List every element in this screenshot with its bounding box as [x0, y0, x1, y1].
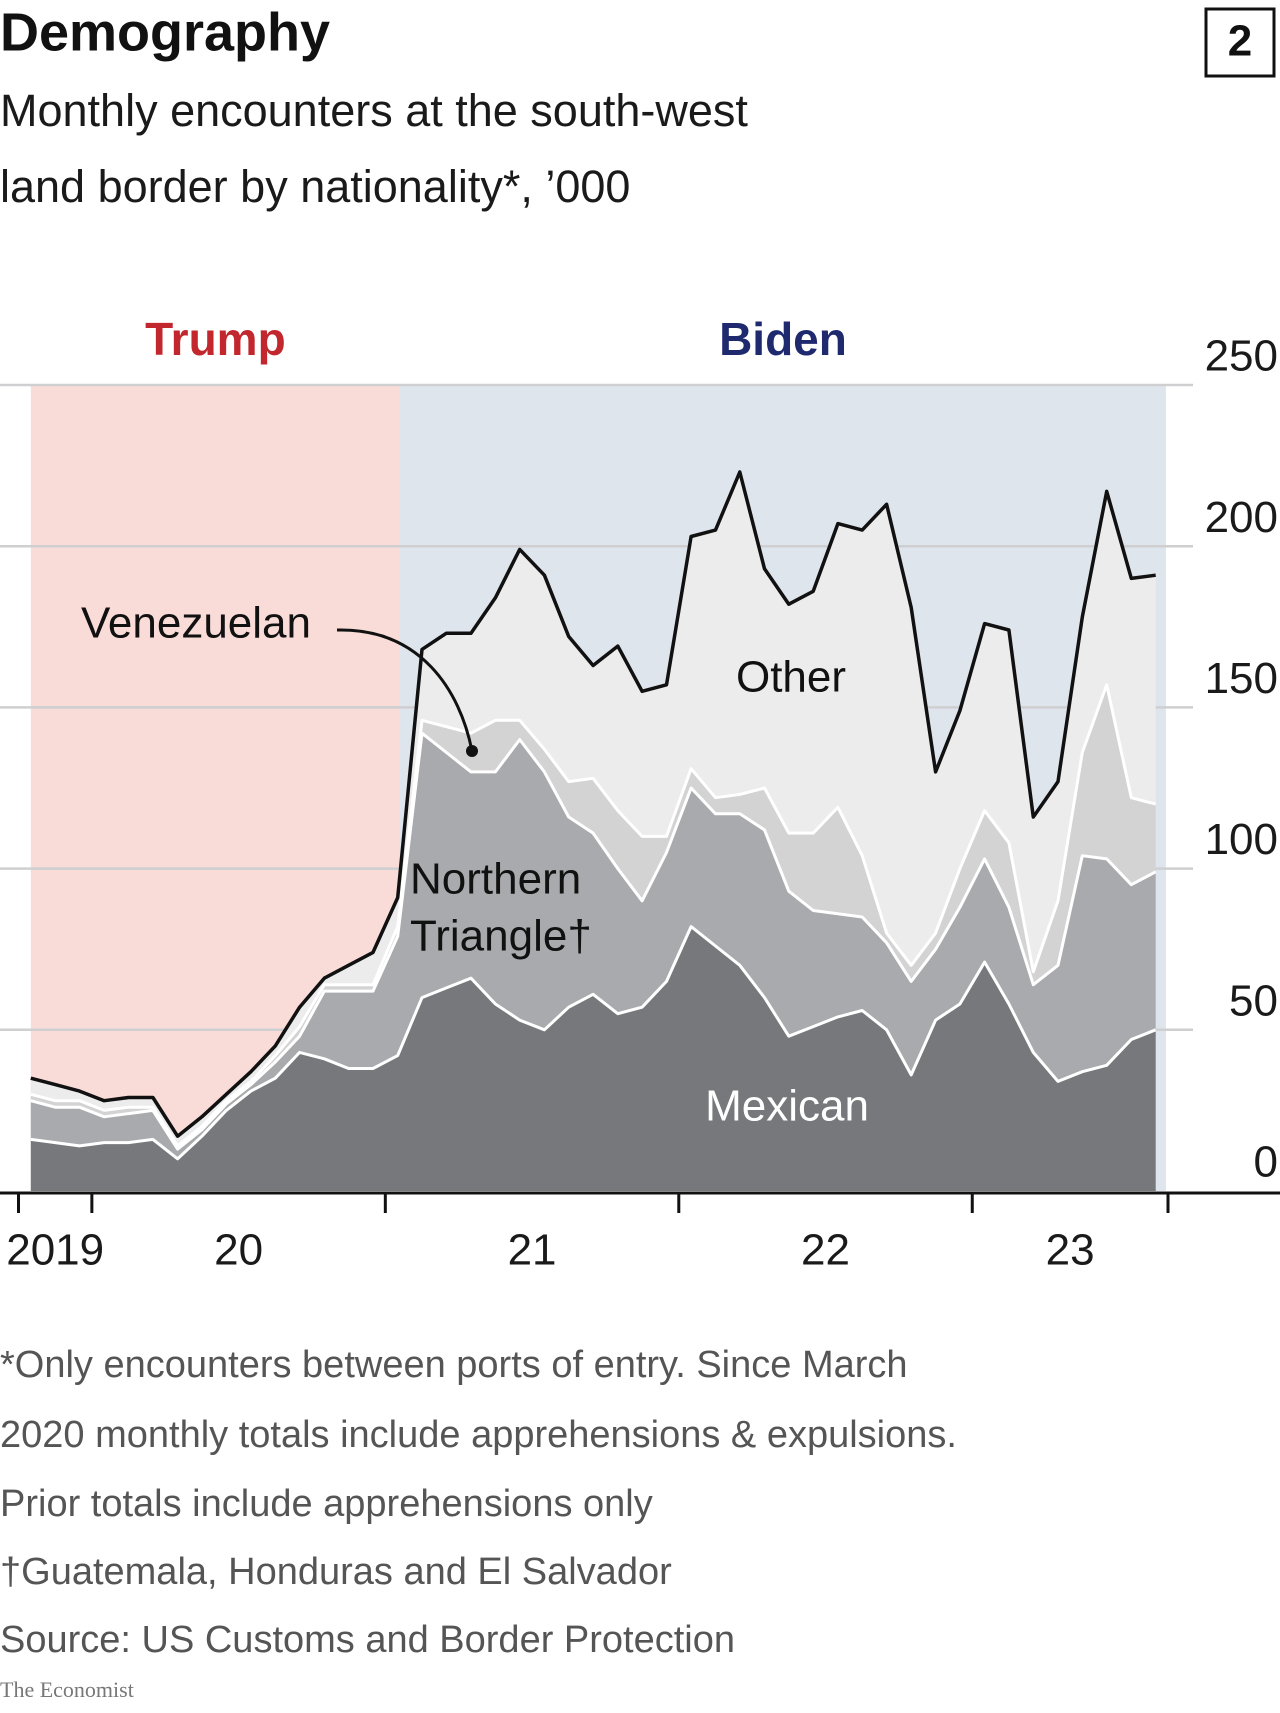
- footnote: Prior totals include apprehensions only: [0, 1483, 653, 1525]
- chart-title: Demography: [0, 2, 330, 62]
- x-tick-label: 21: [508, 1226, 557, 1275]
- subtitle: land border by nationality*, ’000: [0, 161, 630, 212]
- labels: Trump Biden 0 50 100 150 200 250 2019 20 21 22 23 Ven…: [6, 313, 1278, 1274]
- subtitle: Monthly encounters at the south-west: [0, 85, 748, 136]
- footnote: 2020 monthly totals include apprehension…: [0, 1414, 957, 1456]
- annotation: Triangle†: [410, 912, 592, 961]
- leader-dot: [466, 745, 478, 757]
- area-edge: [30, 925, 1157, 1161]
- leader-line: [336, 628, 474, 752]
- brand: The Economist: [0, 1677, 134, 1702]
- area: [30, 733, 1156, 1159]
- area-edge: [30, 470, 1156, 1138]
- y-tick-label: 50: [1229, 976, 1278, 1025]
- axis: [0, 1191, 1280, 1213]
- y-tick-label: 200: [1205, 493, 1278, 542]
- area-edge: [30, 731, 1157, 1151]
- badge-box: [1204, 7, 1276, 78]
- area: [30, 926, 1156, 1191]
- annotation: Mexican: [705, 1082, 869, 1131]
- footnote: *Only encounters between ports of entry.…: [0, 1344, 908, 1386]
- annotation: Other: [736, 653, 846, 702]
- y-tick-label: 0: [1254, 1138, 1278, 1187]
- annotation: Northern: [410, 855, 581, 904]
- area: [30, 472, 1156, 1146]
- y-tick-label: 150: [1205, 654, 1278, 703]
- y-tick-label: 250: [1205, 332, 1278, 381]
- badge: 2: [1228, 17, 1252, 66]
- x-tick-label: 2019: [6, 1226, 104, 1275]
- period-label: Trump: [145, 313, 286, 365]
- footnote: †Guatemala, Honduras and El Salvador: [0, 1551, 672, 1593]
- areas: [30, 470, 1157, 1191]
- x-tick-label: 22: [801, 1226, 850, 1275]
- x-tick-label: 20: [214, 1226, 263, 1275]
- y-tick-label: 100: [1205, 815, 1278, 864]
- annotation: Venezuelan: [81, 599, 311, 648]
- source: Source: US Customs and Border Protection: [0, 1619, 735, 1661]
- area-edge: [30, 683, 1157, 1148]
- period-label: Biden: [719, 313, 847, 365]
- x-tick-label: 23: [1046, 1226, 1095, 1275]
